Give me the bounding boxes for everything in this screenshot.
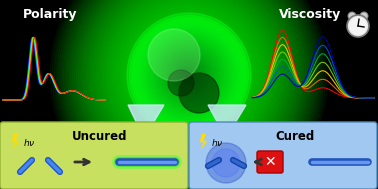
Circle shape xyxy=(144,30,234,120)
Text: ✕: ✕ xyxy=(264,155,276,169)
Circle shape xyxy=(347,15,369,37)
Circle shape xyxy=(206,143,246,183)
Polygon shape xyxy=(12,134,19,149)
Circle shape xyxy=(149,35,229,115)
Text: Cured: Cured xyxy=(276,130,314,143)
Circle shape xyxy=(139,25,239,125)
Polygon shape xyxy=(128,105,164,138)
Circle shape xyxy=(162,48,216,102)
Circle shape xyxy=(179,65,199,85)
Circle shape xyxy=(179,73,219,113)
Circle shape xyxy=(186,73,192,77)
Circle shape xyxy=(157,43,221,107)
Circle shape xyxy=(181,67,197,82)
Circle shape xyxy=(147,33,231,117)
Text: Uncured: Uncured xyxy=(72,130,128,143)
Circle shape xyxy=(167,53,211,97)
Circle shape xyxy=(164,50,214,100)
Circle shape xyxy=(135,20,243,130)
Circle shape xyxy=(177,63,201,87)
FancyBboxPatch shape xyxy=(189,122,377,189)
Polygon shape xyxy=(200,134,207,149)
Text: $h\nu$: $h\nu$ xyxy=(23,136,36,147)
Text: Polarity: Polarity xyxy=(23,8,77,21)
Circle shape xyxy=(127,13,251,137)
Circle shape xyxy=(212,149,240,177)
Text: $h\nu$: $h\nu$ xyxy=(211,136,223,147)
Circle shape xyxy=(174,60,204,90)
Polygon shape xyxy=(208,105,246,138)
Text: Viscosity: Viscosity xyxy=(279,8,341,21)
Circle shape xyxy=(169,55,209,95)
Circle shape xyxy=(172,58,206,92)
FancyBboxPatch shape xyxy=(0,122,188,189)
Circle shape xyxy=(137,23,241,127)
Circle shape xyxy=(132,18,246,132)
Circle shape xyxy=(154,40,224,110)
Circle shape xyxy=(142,28,236,122)
Circle shape xyxy=(148,29,200,81)
Circle shape xyxy=(130,15,248,135)
Circle shape xyxy=(159,45,219,105)
Circle shape xyxy=(360,12,368,20)
Circle shape xyxy=(348,12,356,20)
Circle shape xyxy=(349,17,367,35)
Circle shape xyxy=(168,70,194,96)
Circle shape xyxy=(184,70,194,80)
FancyBboxPatch shape xyxy=(257,151,283,173)
Circle shape xyxy=(152,38,226,112)
